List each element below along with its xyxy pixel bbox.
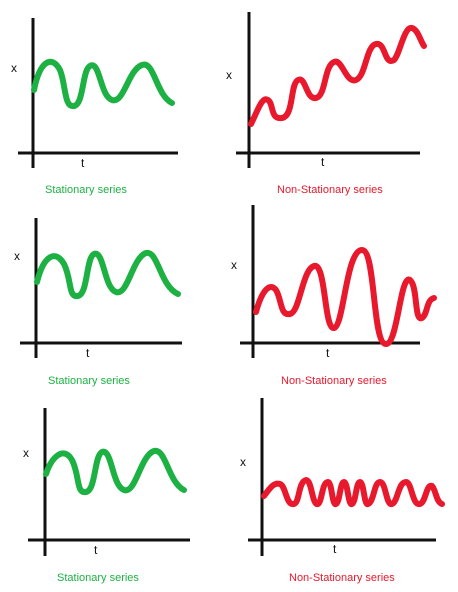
series-line: [248, 25, 427, 127]
x-axis-label: t: [333, 542, 337, 556]
y-axis-label: x: [14, 249, 20, 263]
series-line: [253, 247, 437, 347]
series-line: [34, 250, 181, 300]
series-line: [261, 477, 445, 508]
panel-caption: Non-Stationary series: [289, 572, 395, 584]
x-axis-label: t: [321, 155, 325, 169]
x-axis-label: t: [86, 346, 90, 360]
panel-non-stationary-3: x t Non-Stationary series: [240, 398, 445, 584]
panel-caption: Non-Stationary series: [281, 375, 387, 387]
y-axis-label: x: [23, 446, 29, 460]
x-axis-label: t: [81, 156, 85, 170]
panel-caption: Stationary series: [48, 375, 130, 387]
panel-stationary-3: x t Stationary series: [23, 408, 190, 584]
panel-non-stationary-1: x t Non-Stationary series: [226, 12, 427, 196]
y-axis-label: x: [226, 68, 232, 82]
panel-non-stationary-2: x t Non-Stationary series: [231, 205, 437, 387]
panel-caption: Stationary series: [45, 184, 127, 196]
panel-caption: Non-Stationary series: [277, 184, 383, 196]
series-line: [31, 58, 175, 109]
series-line: [43, 448, 187, 496]
x-axis-label: t: [94, 543, 98, 557]
y-axis-label: x: [240, 455, 246, 469]
panel-caption: Stationary series: [57, 572, 139, 584]
panel-stationary-2: x t Stationary series: [14, 218, 182, 387]
panel-stationary-1: x t Stationary series: [11, 18, 178, 196]
y-axis-label: x: [11, 61, 17, 75]
y-axis-label: x: [231, 258, 237, 272]
x-axis-label: t: [326, 346, 330, 360]
